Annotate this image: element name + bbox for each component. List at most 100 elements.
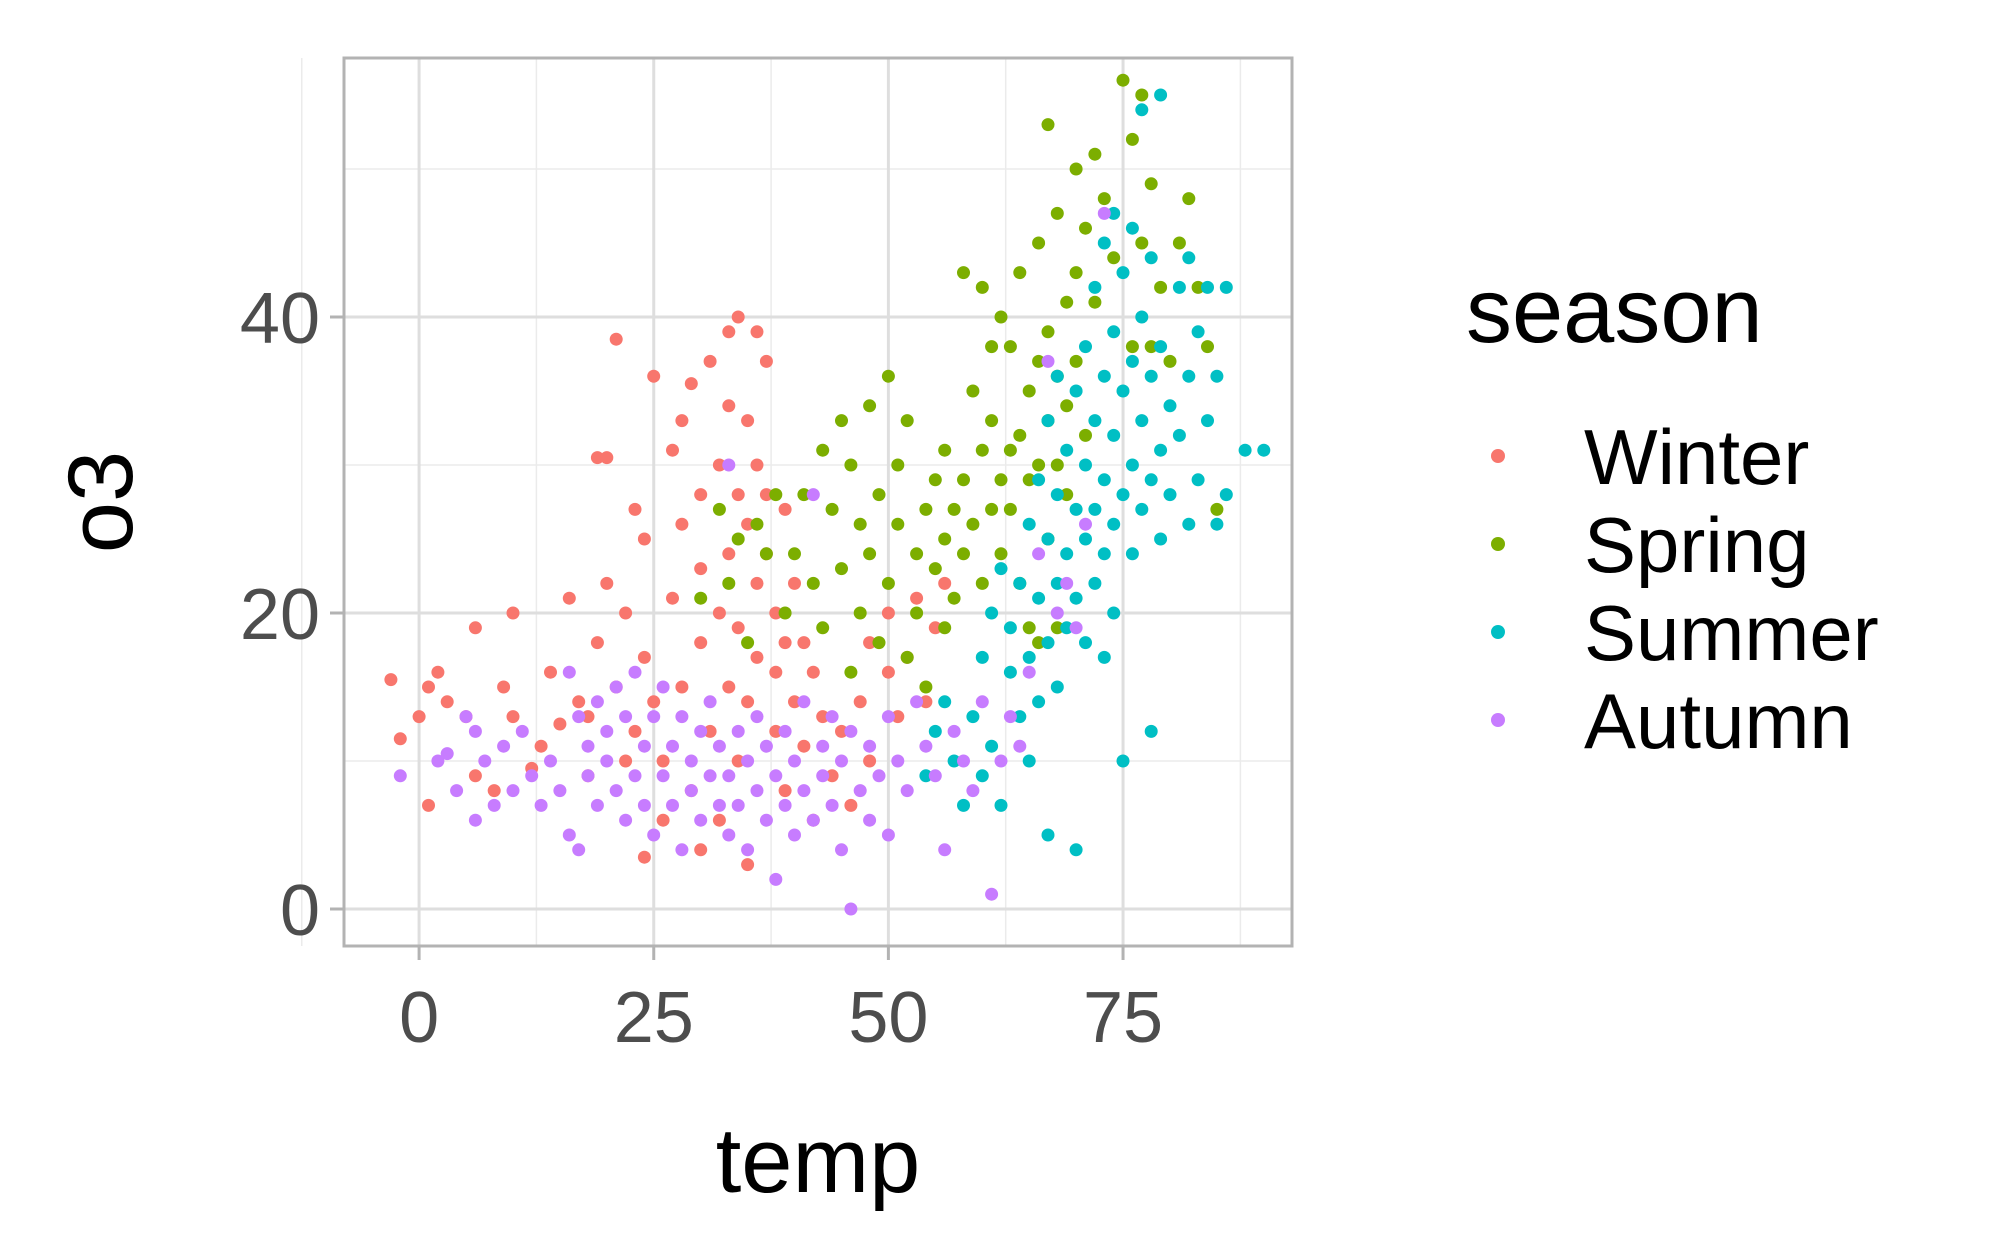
data-point [468,813,482,827]
data-point [928,769,942,783]
data-point [928,621,942,635]
data-point [778,784,792,798]
data-point [957,754,970,768]
data-point [910,606,924,620]
data-point [769,724,783,738]
data-point [985,414,999,428]
data-point [600,451,614,465]
legend-item-autumn: Autumn [1491,677,1853,765]
data-point [590,695,604,709]
data-point [694,562,708,576]
legend-key [1491,713,1505,727]
data-point [1060,488,1074,502]
data-point [975,576,989,590]
data-point [778,798,792,812]
data-point [712,813,726,827]
data-point [975,443,989,457]
data-point [684,754,698,768]
data-point [769,488,783,502]
data-point [1003,340,1017,354]
data-point [694,813,708,827]
data-point [1079,532,1092,546]
data-point [694,488,708,502]
data-point [825,769,839,783]
x-tick-label: 0 [399,978,439,1058]
data-point [628,769,642,783]
data-point [722,458,736,472]
data-point [1201,414,1214,428]
data-point [1069,843,1083,857]
data-point [515,724,529,738]
data-point [731,532,745,546]
data-point [1116,73,1130,87]
data-point [919,680,933,694]
data-point [1079,221,1092,235]
data-point [835,562,848,576]
data-point [928,562,942,576]
data-point [769,606,783,620]
data-point [741,695,755,709]
data-point [759,547,773,561]
data-point [863,754,877,768]
data-point [572,843,586,857]
data-point [487,784,501,798]
data-point [525,769,539,783]
data-point [684,377,698,391]
data-point [1191,325,1205,339]
data-point [957,266,970,280]
data-point [1088,147,1102,161]
data-point [722,576,736,590]
data-point [656,813,670,827]
data-point [788,547,801,561]
data-point [759,739,773,753]
grid-minor [301,58,1292,946]
data-point [722,325,736,339]
data-point [637,532,651,546]
data-point [910,547,924,561]
data-point [788,695,801,709]
x-tick-label: 50 [848,978,928,1058]
data-point [872,488,886,502]
data-point [769,872,783,886]
data-point [1069,266,1083,280]
data-point [1069,591,1083,605]
data-point [1144,369,1158,383]
data-point [844,665,858,679]
data-point [1003,443,1017,457]
data-point [647,369,661,383]
data-point [440,695,454,709]
data-point [703,724,717,738]
data-point [1032,547,1046,561]
data-point [1125,340,1139,354]
data-point [1219,488,1233,502]
data-point [1154,88,1168,102]
data-point [600,576,614,590]
data-point [1050,621,1064,635]
data-point [722,547,736,561]
data-point [1032,473,1046,487]
data-point [750,710,764,724]
data-point [750,458,764,472]
data-point [1107,517,1121,531]
data-point [1144,724,1158,738]
data-point [1088,295,1102,309]
data-point [544,665,557,679]
data-point [468,621,482,635]
data-point [1172,236,1186,250]
data-point [609,784,623,798]
data-point [656,769,670,783]
data-point [384,673,398,687]
data-point [900,414,914,428]
data-point [459,710,473,724]
data-point [1135,310,1149,324]
data-point [863,636,877,650]
data-point [985,340,999,354]
data-point [797,488,811,502]
data-point [572,695,586,709]
data-point [750,517,764,531]
data-point [703,695,717,709]
data-point [1060,621,1074,635]
data-point [1107,606,1121,620]
data-point [1079,458,1092,472]
data-point [1050,606,1064,620]
